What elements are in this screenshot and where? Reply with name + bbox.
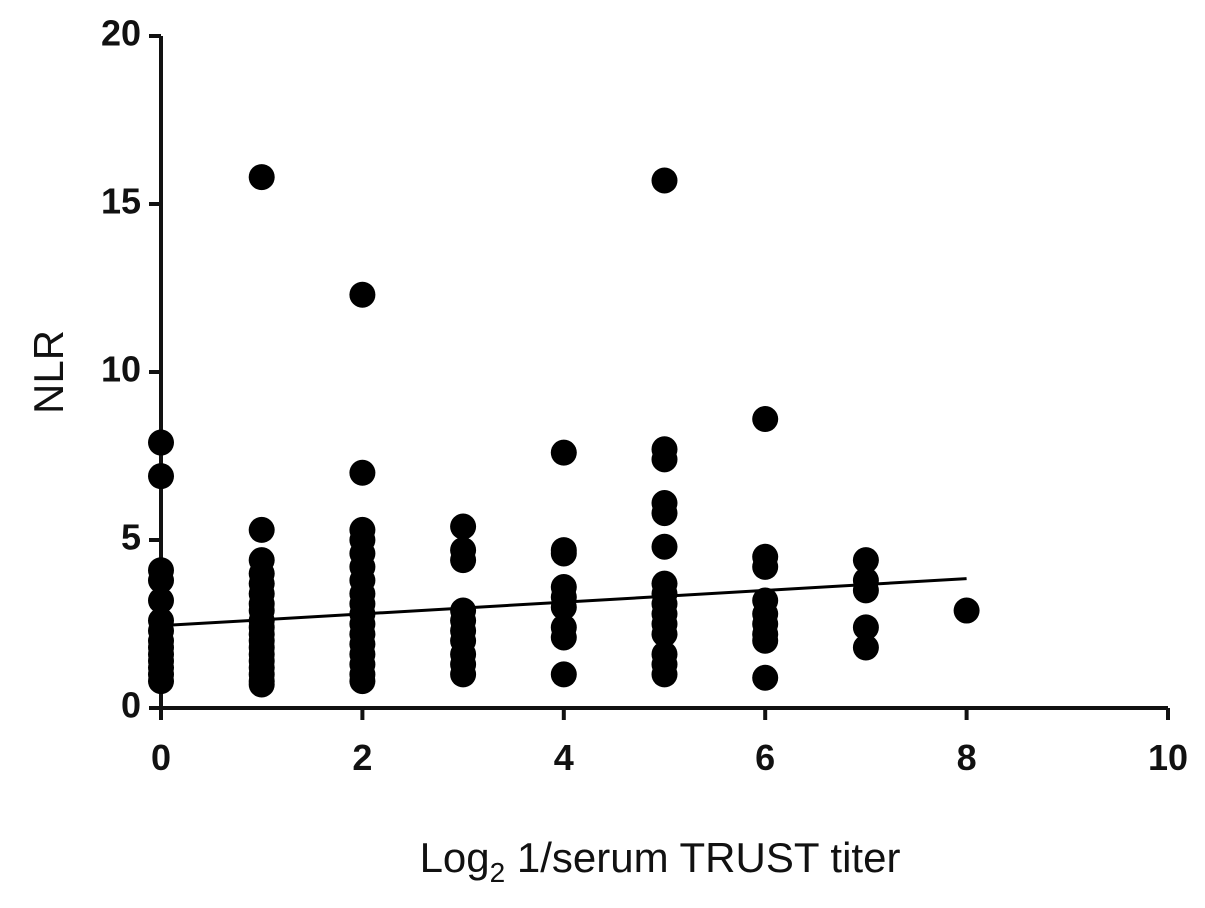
point bbox=[148, 463, 174, 490]
point bbox=[450, 661, 477, 688]
x-label-part: 1/serum TRUST titer bbox=[505, 834, 900, 881]
trend-line bbox=[160, 577, 967, 628]
point bbox=[148, 429, 174, 456]
point bbox=[852, 614, 879, 641]
x-tick-label: 0 bbox=[151, 737, 171, 778]
point bbox=[953, 597, 980, 624]
y-tick-label: 20 bbox=[101, 13, 141, 54]
y-tick-label: 15 bbox=[101, 181, 141, 222]
y-tick-label: 10 bbox=[101, 349, 141, 390]
point bbox=[651, 167, 678, 194]
point bbox=[651, 500, 678, 527]
y-axis-label: NLR bbox=[25, 330, 72, 414]
point bbox=[550, 624, 577, 651]
point bbox=[148, 567, 174, 594]
x-tick-label: 4 bbox=[554, 737, 574, 778]
point bbox=[752, 664, 779, 691]
point bbox=[752, 627, 779, 654]
x-tick-label: 2 bbox=[352, 737, 372, 778]
point bbox=[349, 668, 376, 695]
point bbox=[349, 281, 376, 308]
point bbox=[450, 513, 477, 540]
point bbox=[852, 547, 879, 574]
x-tick-label: 8 bbox=[957, 737, 977, 778]
x-axis-label: Log2 1/serum TRUST titer bbox=[420, 834, 901, 888]
point bbox=[248, 516, 275, 543]
point bbox=[752, 406, 779, 433]
point bbox=[248, 164, 275, 191]
y-tick-label: 0 bbox=[121, 685, 141, 726]
point bbox=[148, 668, 174, 695]
point bbox=[349, 459, 376, 486]
point bbox=[148, 587, 174, 614]
point bbox=[651, 533, 678, 560]
point bbox=[550, 661, 577, 688]
point bbox=[248, 671, 275, 698]
point bbox=[752, 553, 779, 580]
x-tick-label: 6 bbox=[755, 737, 775, 778]
point bbox=[852, 577, 879, 604]
point bbox=[550, 540, 577, 567]
point bbox=[651, 661, 678, 688]
point bbox=[852, 634, 879, 661]
x-tick-label: 10 bbox=[1148, 737, 1188, 778]
x-label-subscript: 2 bbox=[490, 857, 506, 888]
point bbox=[550, 439, 577, 466]
point bbox=[651, 621, 678, 648]
point bbox=[651, 446, 678, 473]
x-label-part: Log bbox=[420, 834, 490, 881]
point bbox=[450, 547, 477, 574]
y-tick-label: 5 bbox=[121, 517, 141, 558]
